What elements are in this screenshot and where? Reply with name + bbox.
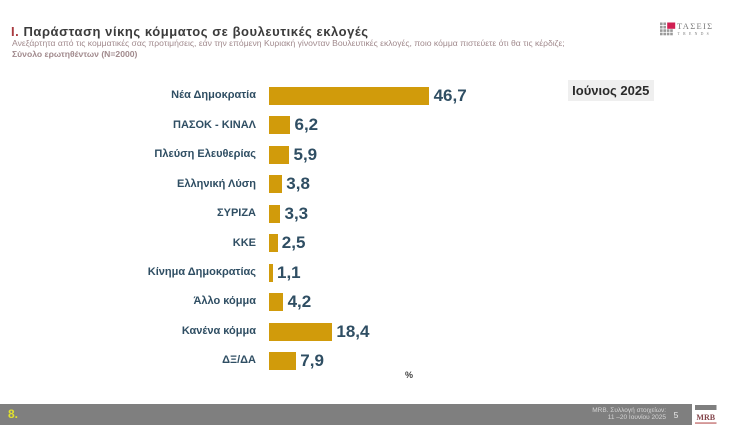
svg-text:ΤΑΣΕΙΣ: ΤΑΣΕΙΣ — [677, 22, 713, 31]
svg-text:TRENDS: TRENDS — [678, 32, 713, 36]
svg-text:MRB: MRB — [696, 413, 715, 422]
